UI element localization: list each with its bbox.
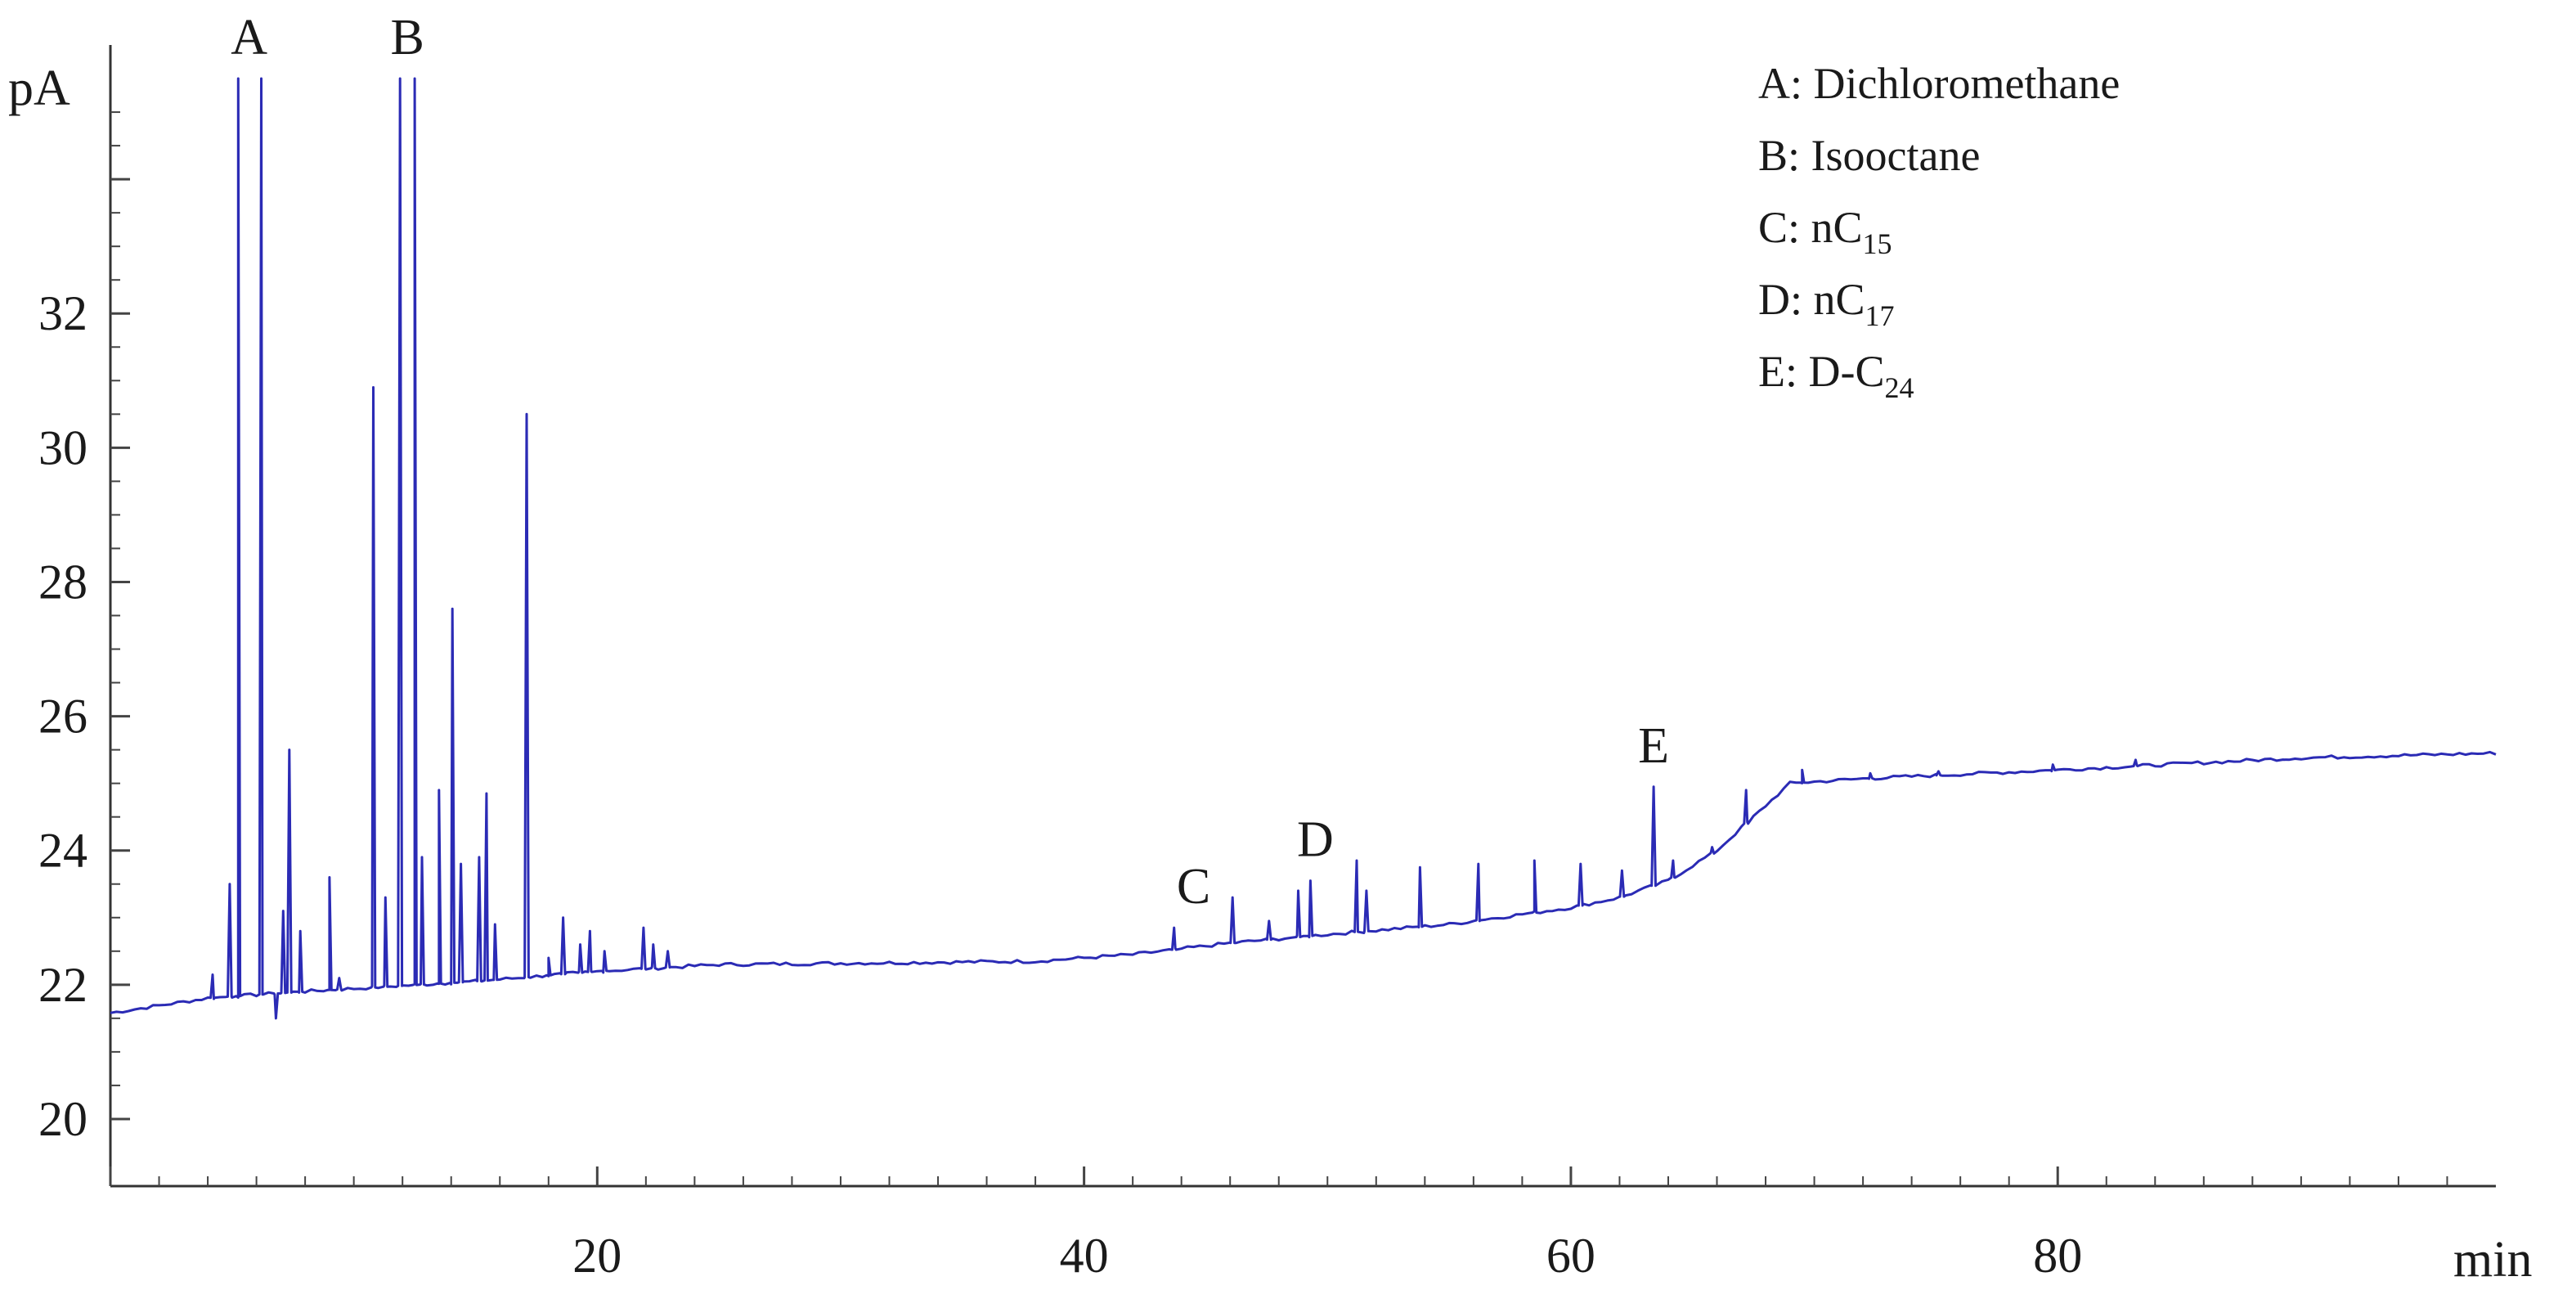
legend-entry-subscript: 24	[1885, 371, 1914, 404]
y-tick-label: 22	[38, 958, 88, 1012]
legend-entry-label: D: nC	[1758, 275, 1865, 324]
y-tick-label: 20	[38, 1092, 88, 1146]
y-tick-label: 30	[38, 420, 88, 474]
legend-entry: C: nC15	[1758, 203, 1892, 260]
peak-labels: A B C D E	[231, 10, 1669, 915]
peak-label-c: C	[1177, 859, 1210, 915]
peak-label-a: A	[231, 10, 267, 65]
x-tick-label: 20	[572, 1229, 622, 1283]
y-axis-unit-label: pA	[8, 61, 70, 116]
tick-marks	[109, 111, 2448, 1186]
legend-entry: A: Dichloromethane	[1758, 59, 2120, 108]
peak-label-d: D	[1297, 812, 1334, 868]
peak-label-b: B	[390, 10, 424, 65]
legend-entry: B: Isooctane	[1758, 131, 1980, 180]
legend-entry: E: D-C24	[1758, 347, 1914, 404]
peak-label-e: E	[1638, 718, 1669, 774]
tick-labels: 20 22 24 26 28 30 32 20 40 60 80	[38, 286, 2082, 1283]
legend-entry-label: E: D-C	[1758, 347, 1885, 396]
x-tick-label: 40	[1060, 1229, 1109, 1283]
x-tick-label: 80	[2033, 1229, 2082, 1283]
legend-entry-subscript: 17	[1865, 299, 1895, 332]
legend-entry-subscript: 15	[1863, 227, 1892, 260]
y-tick-label: 26	[38, 690, 88, 744]
legend-entry: D: nC17	[1758, 275, 1895, 332]
chromatogram-trace	[110, 77, 2497, 1020]
y-tick-label: 28	[38, 555, 88, 609]
legend: A: Dichloromethane B: Isooctane C: nC15 D: …	[1758, 59, 2120, 404]
legend-entry-label: C: nC	[1758, 203, 1863, 252]
x-tick-label: 60	[1546, 1229, 1595, 1283]
legend-entry-label: A: Dichloromethane	[1758, 59, 2120, 108]
legend-entry-label: B: Isooctane	[1758, 131, 1980, 180]
x-axis-unit-label: min	[2453, 1232, 2532, 1288]
axes	[109, 45, 2496, 1188]
y-tick-label: 24	[38, 824, 88, 878]
y-tick-label: 32	[38, 286, 88, 340]
